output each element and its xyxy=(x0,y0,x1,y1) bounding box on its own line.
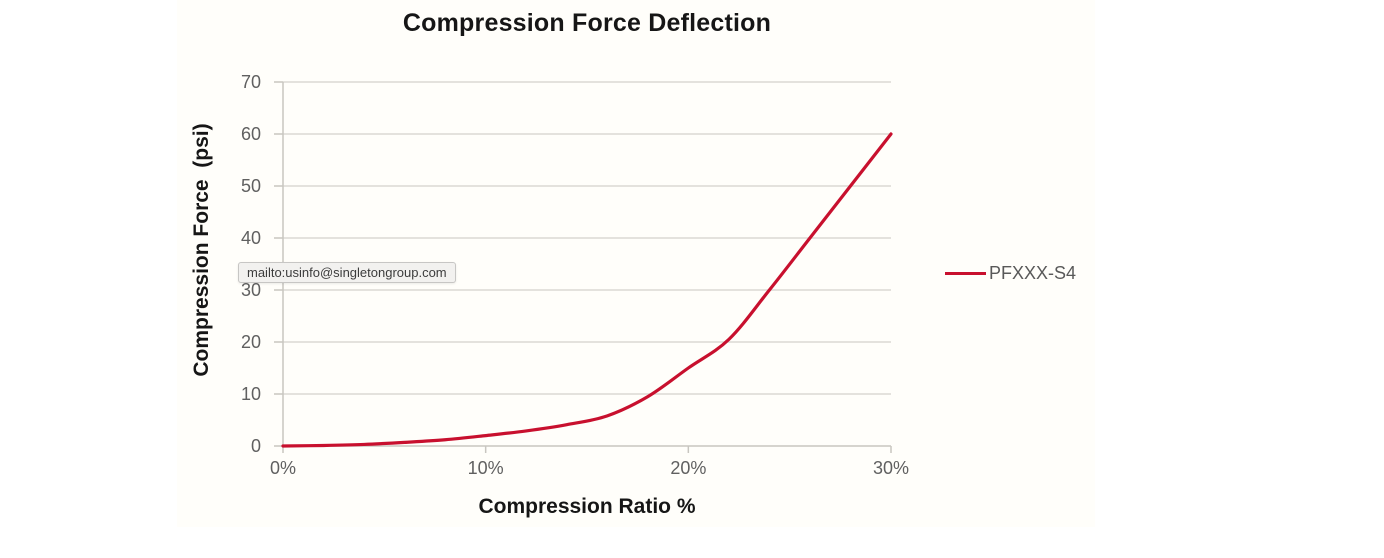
y-tick-label-70: 70 xyxy=(241,72,261,92)
chart-title: Compression Force Deflection xyxy=(402,9,772,37)
legend: PFXXX-S4 xyxy=(945,263,1076,283)
y-tick-label-20: 20 xyxy=(241,332,261,352)
y-tick-label-30: 30 xyxy=(241,280,261,300)
legend-series-label: PFXXX-S4 xyxy=(989,262,1077,283)
x-axis-title: Compression Ratio % xyxy=(478,495,696,518)
x-tick-label-10%: 10% xyxy=(468,458,504,478)
x-tick-label-20%: 20% xyxy=(670,458,706,478)
x-tick-label-0%: 0% xyxy=(270,458,296,478)
link-status-tooltip: mailto:usinfo@singletongroup.com xyxy=(238,262,456,283)
series-line-pfxxx-s4 xyxy=(281,132,893,448)
y-tick-label-50: 50 xyxy=(241,176,261,196)
y-tick-label-10: 10 xyxy=(241,384,261,404)
y-tick-label-60: 60 xyxy=(241,124,261,144)
y-tick-label-40: 40 xyxy=(241,228,261,248)
x-tick-label-30%: 30% xyxy=(873,458,909,478)
y-tick-label-0: 0 xyxy=(251,436,261,456)
chart-surface: Compression Force Deflection Compression… xyxy=(177,0,1095,527)
legend-line-swatch xyxy=(945,271,986,275)
